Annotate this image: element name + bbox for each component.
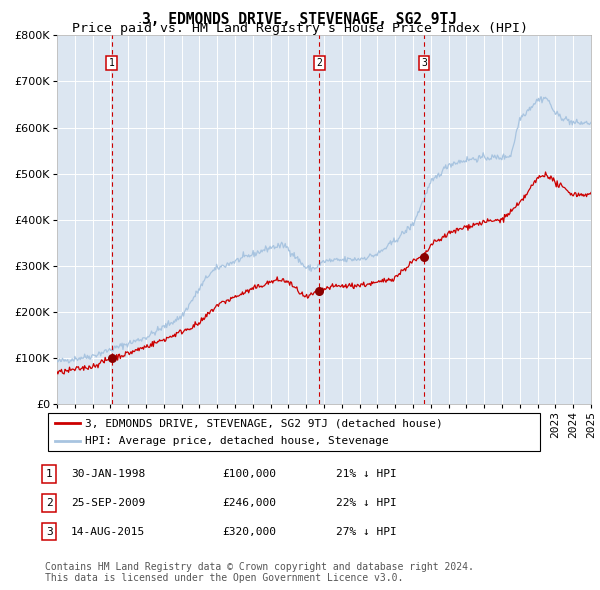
Text: 21% ↓ HPI: 21% ↓ HPI xyxy=(336,469,397,478)
Text: Contains HM Land Registry data © Crown copyright and database right 2024.
This d: Contains HM Land Registry data © Crown c… xyxy=(45,562,474,584)
Text: 27% ↓ HPI: 27% ↓ HPI xyxy=(336,527,397,536)
Text: £100,000: £100,000 xyxy=(222,469,276,478)
Text: 2: 2 xyxy=(316,58,322,68)
Text: £320,000: £320,000 xyxy=(222,527,276,536)
Text: £246,000: £246,000 xyxy=(222,498,276,507)
Text: Price paid vs. HM Land Registry's House Price Index (HPI): Price paid vs. HM Land Registry's House … xyxy=(72,22,528,35)
Text: HPI: Average price, detached house, Stevenage: HPI: Average price, detached house, Stev… xyxy=(85,436,389,446)
Text: 30-JAN-1998: 30-JAN-1998 xyxy=(71,469,145,478)
Text: 25-SEP-2009: 25-SEP-2009 xyxy=(71,498,145,507)
Text: 3: 3 xyxy=(421,58,427,68)
Text: 1: 1 xyxy=(109,58,115,68)
Text: 22% ↓ HPI: 22% ↓ HPI xyxy=(336,498,397,507)
Text: 1: 1 xyxy=(46,469,53,478)
Text: 3, EDMONDS DRIVE, STEVENAGE, SG2 9TJ (detached house): 3, EDMONDS DRIVE, STEVENAGE, SG2 9TJ (de… xyxy=(85,418,443,428)
Text: 2: 2 xyxy=(46,498,53,507)
Text: 3: 3 xyxy=(46,527,53,536)
Text: 14-AUG-2015: 14-AUG-2015 xyxy=(71,527,145,536)
Text: 3, EDMONDS DRIVE, STEVENAGE, SG2 9TJ: 3, EDMONDS DRIVE, STEVENAGE, SG2 9TJ xyxy=(143,12,458,27)
